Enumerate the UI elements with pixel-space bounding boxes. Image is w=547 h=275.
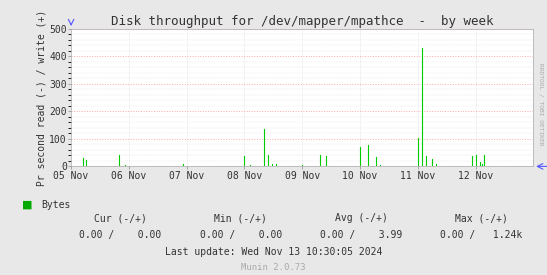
Y-axis label: Pr second read (-) / write (+): Pr second read (-) / write (+) xyxy=(37,10,46,186)
Text: 0.00 /    0.00: 0.00 / 0.00 xyxy=(79,230,161,240)
Text: 0.00 /   1.24k: 0.00 / 1.24k xyxy=(440,230,522,240)
Text: 0.00 /    3.99: 0.00 / 3.99 xyxy=(320,230,402,240)
Text: Min (-/+): Min (-/+) xyxy=(214,213,267,223)
Text: Cur (-/+): Cur (-/+) xyxy=(94,213,147,223)
Text: Avg (-/+): Avg (-/+) xyxy=(335,213,387,223)
Text: Munin 2.0.73: Munin 2.0.73 xyxy=(241,263,306,272)
Title: Disk throughput for /dev/mapper/mpathce  -  by week: Disk throughput for /dev/mapper/mpathce … xyxy=(111,15,493,28)
Text: Last update: Wed Nov 13 10:30:05 2024: Last update: Wed Nov 13 10:30:05 2024 xyxy=(165,247,382,257)
Text: Max (-/+): Max (-/+) xyxy=(455,213,508,223)
Text: ■: ■ xyxy=(22,200,32,210)
Text: 0.00 /    0.00: 0.00 / 0.00 xyxy=(200,230,282,240)
Text: Bytes: Bytes xyxy=(41,200,71,210)
Text: RRDTOOL / TOBI OETIKER: RRDTOOL / TOBI OETIKER xyxy=(538,63,543,146)
